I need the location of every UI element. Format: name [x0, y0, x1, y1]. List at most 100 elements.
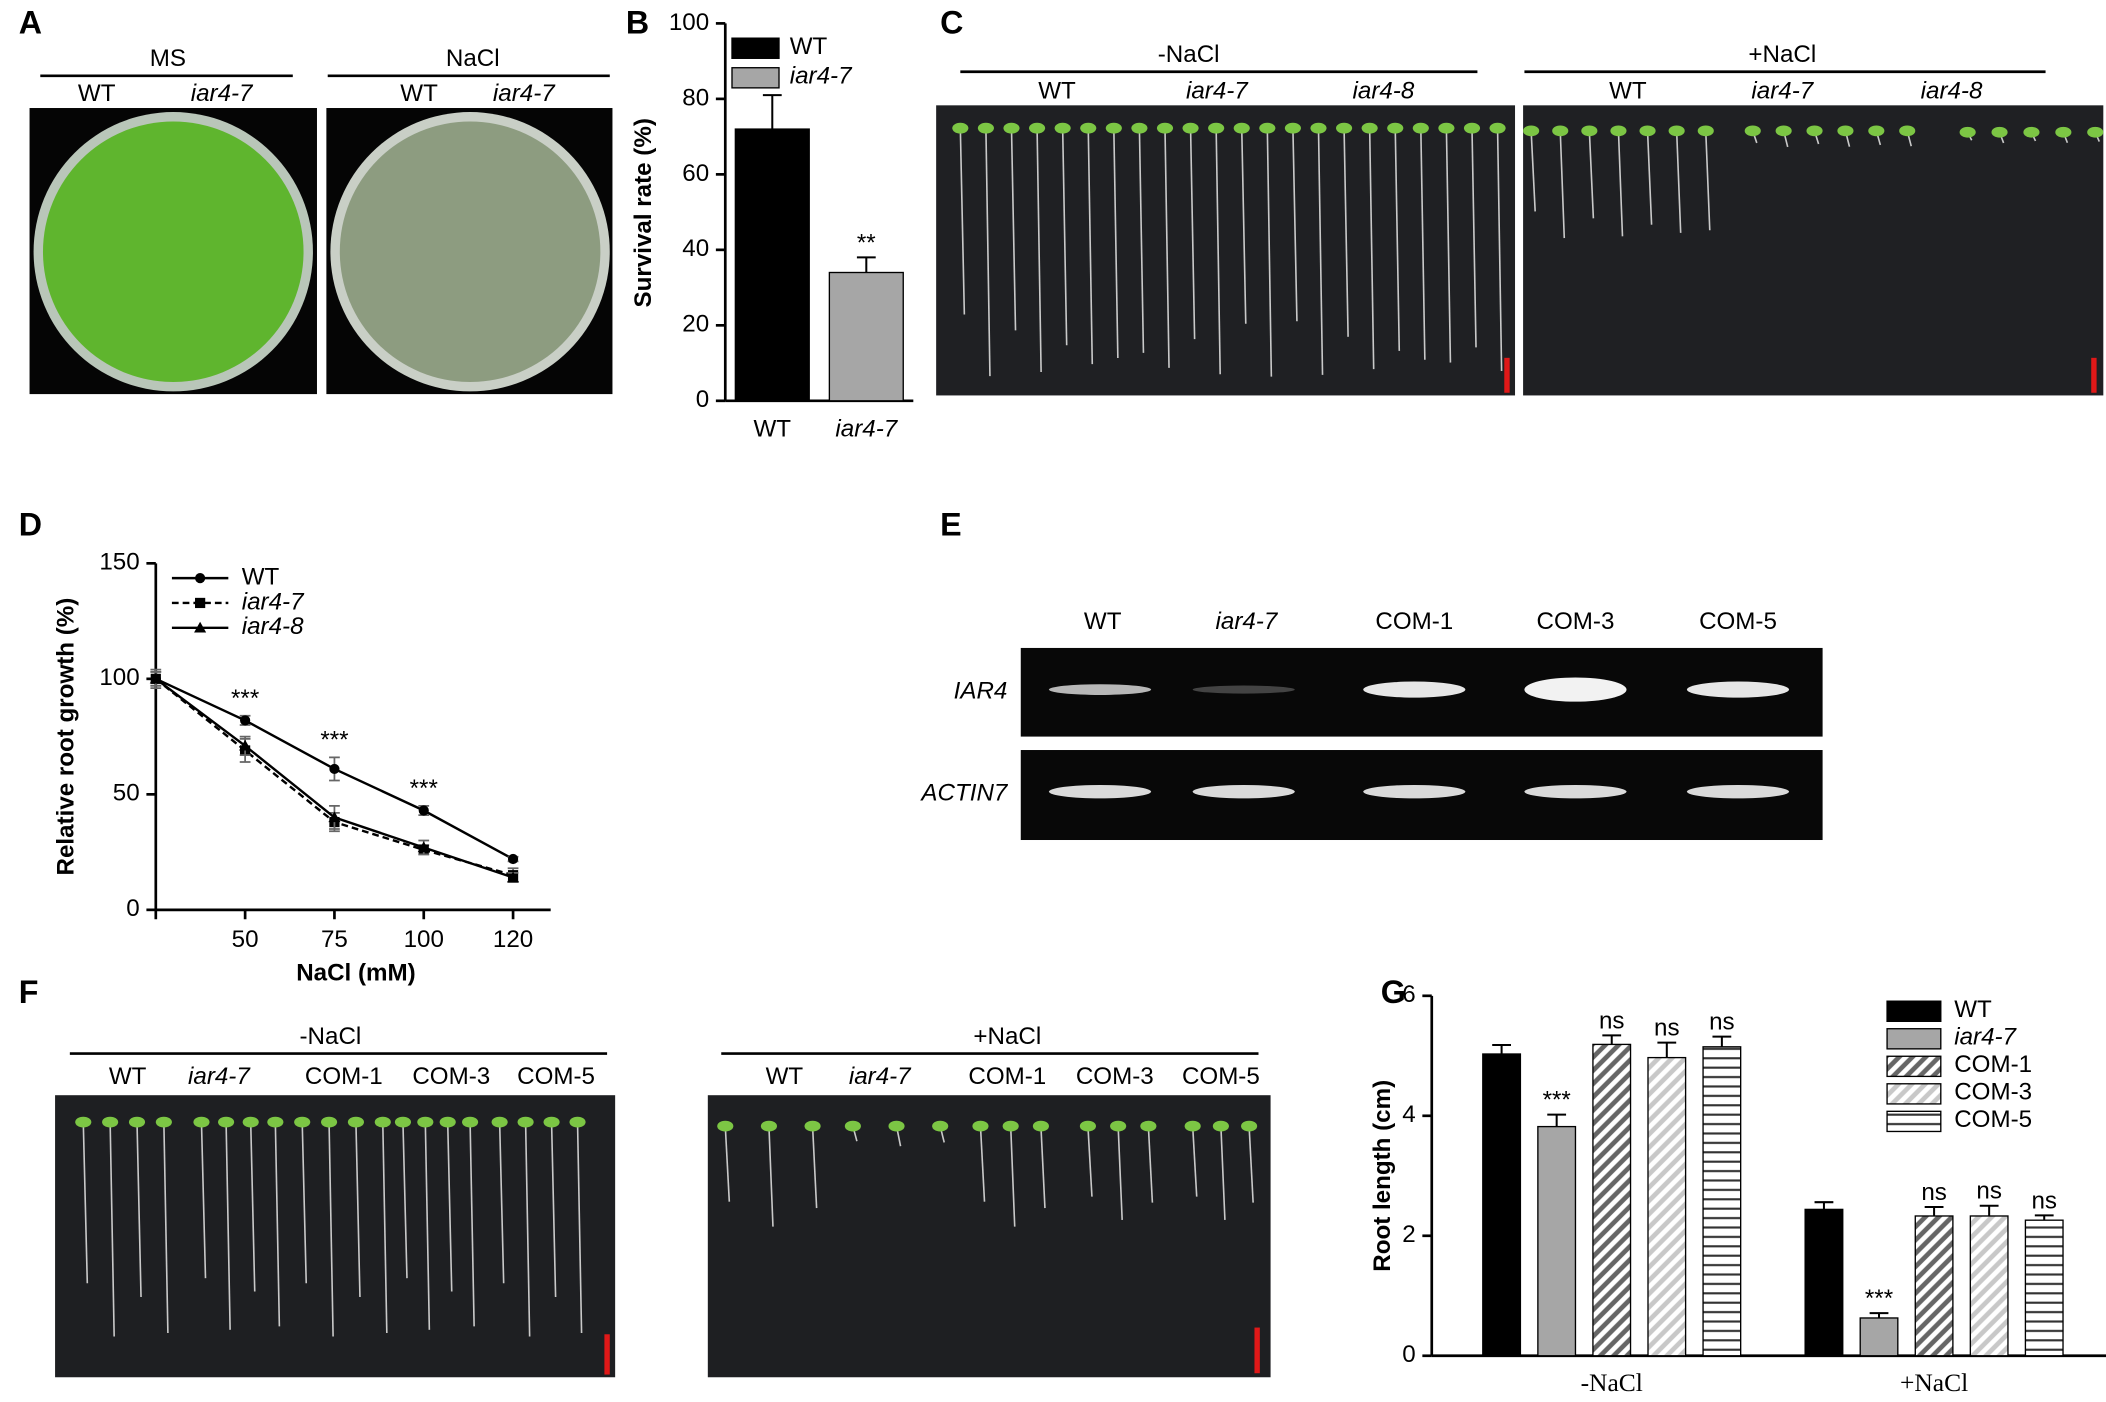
legend-swatch [731, 37, 780, 59]
x-tick-label: WT [754, 416, 792, 443]
significance: *** [1865, 1285, 1894, 1312]
cotyledon [2087, 126, 2104, 138]
significance: *** [231, 685, 260, 712]
root [1420, 128, 1426, 360]
cotyledon [1361, 122, 1378, 134]
cotyledon [1080, 122, 1097, 134]
x-tick-label: 50 [232, 926, 259, 953]
gel-band [1686, 784, 1790, 799]
genotype-label: COM-5 [517, 1063, 595, 1090]
cotyledon [1412, 122, 1429, 134]
root [1248, 1126, 1254, 1203]
root [1164, 128, 1170, 368]
legend-label: iar4-7 [242, 588, 305, 615]
x-tick-label: iar4-7 [835, 416, 898, 443]
cotyledon [417, 1116, 434, 1128]
genotype-label: iar4-7 [188, 1063, 251, 1090]
cotyledon [717, 1120, 734, 1132]
error-bar [2034, 1214, 2054, 1221]
cotyledon [75, 1116, 92, 1128]
point [507, 871, 520, 883]
panel-letter: A [19, 4, 42, 40]
genotype-label: WT [1609, 77, 1647, 104]
root [1559, 130, 1566, 239]
error-bar [762, 94, 782, 130]
root [1113, 128, 1119, 359]
seedlings [42, 121, 304, 383]
legend-label: COM-1 [1954, 1051, 2032, 1078]
x-tick-label: 75 [321, 926, 348, 953]
point [240, 715, 251, 726]
bar [1537, 1125, 1577, 1357]
error-bar [856, 256, 876, 273]
cotyledon [1668, 125, 1685, 137]
cotyledon [1110, 1120, 1127, 1132]
root [1087, 128, 1094, 365]
genotype-label: iar4-8 [1353, 77, 1415, 104]
cotyledon [543, 1116, 560, 1128]
panel-letter: E [940, 507, 962, 543]
cotyledon [1336, 122, 1353, 134]
root [1588, 130, 1595, 219]
condition-label: NaCl [446, 45, 500, 72]
cotyledon [972, 1120, 989, 1132]
significance: ns [1976, 1178, 2002, 1205]
cotyledon [1387, 122, 1404, 134]
genotype-label: WT [78, 80, 116, 107]
cotyledon [569, 1116, 586, 1128]
legend-label: WT [242, 563, 280, 590]
y-axis-label: Survival rate (%) [630, 118, 657, 307]
cotyledon [1899, 125, 1916, 137]
cotyledon [1438, 122, 1455, 134]
y-tick-label: 150 [99, 549, 139, 576]
cotyledon [155, 1116, 172, 1128]
root [301, 1122, 308, 1284]
gel-band [1048, 784, 1152, 799]
cotyledon [1184, 1120, 1201, 1132]
y-tick-label: 4 [1402, 1101, 1415, 1128]
cotyledon [462, 1116, 479, 1128]
bar [1969, 1215, 2009, 1357]
cotyledon [1212, 1120, 1229, 1132]
gel-band [1524, 677, 1627, 702]
genotype-label: WT [400, 80, 438, 107]
root [1266, 128, 1273, 377]
significance: ns [1654, 1015, 1680, 1042]
legend-swatch [731, 67, 780, 89]
legend-label: iar4-8 [242, 613, 304, 640]
root [1138, 128, 1145, 353]
gel-band [1363, 681, 1466, 698]
cotyledon [952, 122, 969, 134]
point [239, 739, 252, 751]
bar [1647, 1056, 1687, 1357]
scale-bar [604, 1334, 610, 1375]
root [136, 1122, 142, 1297]
cotyledon [1284, 122, 1301, 134]
y-tick-label: 20 [682, 311, 709, 338]
scale-bar [1504, 357, 1510, 393]
genotype-label: WT [109, 1063, 147, 1090]
root [985, 128, 991, 377]
cotyledon [517, 1116, 534, 1128]
root [328, 1122, 334, 1337]
cotyledon [977, 122, 994, 134]
cotyledon [1140, 1120, 1157, 1132]
cotyledon [1156, 122, 1174, 134]
root [1646, 130, 1653, 225]
bar [734, 128, 810, 402]
gel-band [1363, 784, 1466, 799]
cotyledon [1552, 125, 1569, 137]
error-bar [1712, 1035, 1732, 1047]
cotyledon [1581, 125, 1598, 137]
root [1117, 1126, 1123, 1220]
cotyledon [2023, 126, 2040, 138]
x-axis-label: NaCl (mM) [296, 960, 415, 987]
point [417, 841, 430, 853]
root [200, 1122, 207, 1279]
scale-bar [2091, 357, 2097, 393]
root [1317, 128, 1324, 375]
significance: *** [410, 775, 439, 802]
panel-letter: C [940, 4, 963, 40]
error-bar [1492, 1043, 1512, 1055]
point [149, 672, 162, 684]
